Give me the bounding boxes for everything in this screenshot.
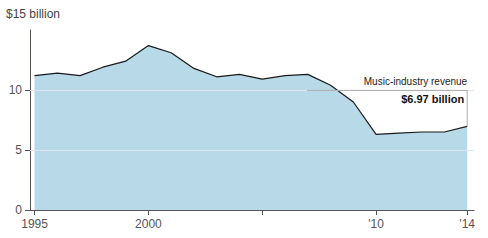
svg-text:'10: '10 [368, 217, 384, 231]
svg-text:'14: '14 [459, 217, 475, 231]
svg-text:10: 10 [9, 83, 23, 97]
svg-text:2000: 2000 [135, 217, 162, 231]
svg-text:0: 0 [15, 203, 22, 217]
svg-text:1995: 1995 [21, 217, 48, 231]
svg-text:5: 5 [15, 143, 22, 157]
svg-text:$15 billion: $15 billion [6, 7, 60, 21]
svg-text:$6.97 billion: $6.97 billion [401, 93, 464, 105]
svg-text:Music-industry revenue: Music-industry revenue [364, 76, 468, 87]
